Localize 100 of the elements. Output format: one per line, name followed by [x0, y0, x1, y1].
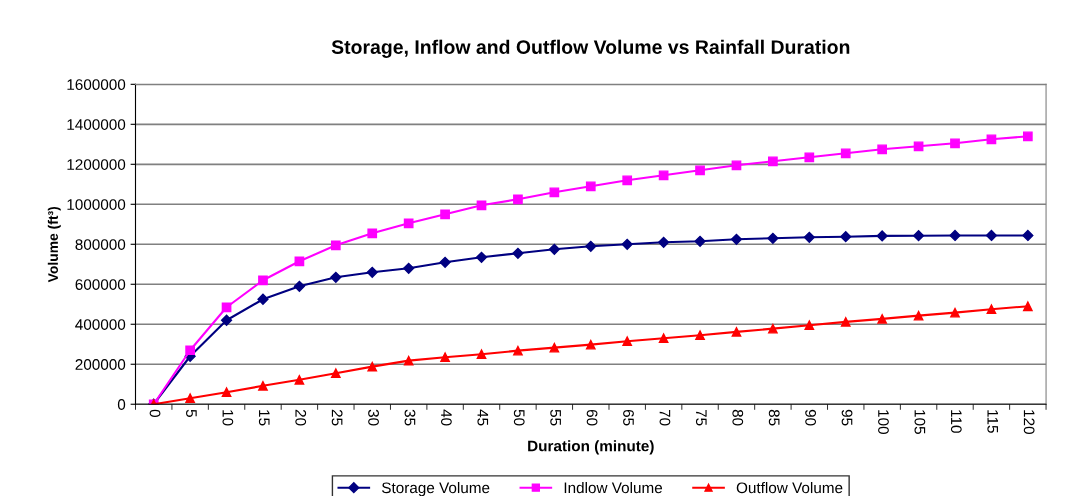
point [475, 251, 488, 263]
x-tick-label: 75 [695, 409, 707, 426]
point [366, 266, 378, 278]
point [440, 209, 450, 220]
x-tick-label: 80 [732, 409, 744, 426]
x-tick-label: 35 [404, 409, 416, 426]
point [950, 138, 960, 149]
point [658, 170, 669, 181]
point [367, 361, 378, 372]
chart-title: Storage, Inflow and Outflow Volume vs Rainfall Duration [331, 39, 850, 58]
x-tick-label: 105 [914, 410, 926, 434]
point [585, 339, 596, 350]
point [877, 144, 888, 155]
point [804, 152, 815, 163]
x-tick-label: 70 [659, 409, 671, 426]
y-axis-title: Volume (ft³) [47, 206, 61, 283]
point [730, 233, 743, 245]
y-tick-label: 200000 [75, 359, 126, 370]
x-tick-label: 5 [186, 409, 197, 417]
point [294, 374, 305, 385]
x-tick-label: 85 [768, 409, 780, 426]
x-tick-label: 110 [950, 410, 962, 433]
point [803, 231, 815, 243]
point [330, 240, 341, 251]
point [294, 256, 305, 267]
point [949, 229, 961, 242]
legend-label: Outflow Volume [736, 481, 843, 494]
point [876, 230, 888, 242]
x-tick-label: 10 [222, 410, 234, 426]
x-tick-label: 65 [623, 409, 634, 426]
point [731, 160, 742, 171]
x-tick-label: 30 [368, 409, 379, 426]
point [985, 229, 998, 242]
point [1022, 131, 1033, 142]
point [549, 342, 560, 353]
point [695, 165, 705, 176]
point [658, 236, 670, 248]
y-tick-label: 600000 [75, 279, 126, 290]
y-tick-label: 1000000 [67, 199, 126, 210]
x-tick-label: 15 [258, 410, 270, 426]
point [440, 352, 450, 363]
point [731, 326, 742, 337]
point [695, 330, 705, 341]
point [585, 240, 597, 252]
point [840, 231, 852, 243]
point [220, 314, 233, 326]
x-tick-label: 120 [1023, 410, 1035, 434]
x-tick-label: 0 [149, 409, 161, 417]
point [767, 232, 779, 244]
point [986, 304, 997, 315]
y-tick-label: 1600000 [67, 79, 126, 91]
point [367, 228, 378, 239]
x-tick-label: 115 [987, 410, 998, 433]
point [403, 262, 415, 274]
point [330, 368, 341, 379]
point [185, 393, 195, 404]
x-axis-title: Duration (minute) [528, 440, 654, 455]
point [403, 355, 414, 366]
point [585, 181, 596, 192]
point [258, 380, 268, 391]
point [913, 310, 924, 321]
point [658, 333, 669, 344]
x-tick-label: 50 [513, 409, 525, 426]
point [513, 345, 523, 356]
point [768, 323, 778, 334]
point [1022, 229, 1034, 242]
point [512, 247, 524, 259]
x-tick-label: 100 [878, 410, 889, 434]
x-tick-label: 55 [550, 409, 561, 426]
y-tick-label: 800000 [75, 239, 126, 250]
point [439, 256, 451, 268]
point [258, 275, 268, 286]
point [257, 293, 269, 305]
y-tick-label: 1400000 [67, 119, 126, 130]
x-tick-label: 20 [295, 409, 307, 426]
point [913, 141, 924, 152]
point [403, 218, 414, 229]
point [694, 235, 706, 247]
legend-label: Storage Volume [382, 481, 490, 496]
point [622, 336, 633, 347]
y-tick-label: 1200000 [67, 159, 126, 170]
legend-label: Indlow Volume [564, 481, 663, 494]
point [549, 187, 560, 198]
point [622, 175, 633, 186]
point [185, 345, 195, 356]
point [293, 280, 306, 292]
point [1022, 301, 1033, 312]
point [513, 194, 523, 205]
x-tick-label: 45 [477, 409, 489, 426]
point [221, 387, 232, 398]
x-tick-label: 90 [805, 409, 817, 426]
point [804, 320, 815, 331]
point [840, 148, 851, 159]
point [950, 307, 960, 318]
point [548, 243, 560, 255]
point [986, 134, 997, 145]
point [476, 200, 487, 211]
point [877, 313, 888, 324]
point [912, 230, 925, 242]
y-tick-label: 0 [117, 399, 126, 410]
